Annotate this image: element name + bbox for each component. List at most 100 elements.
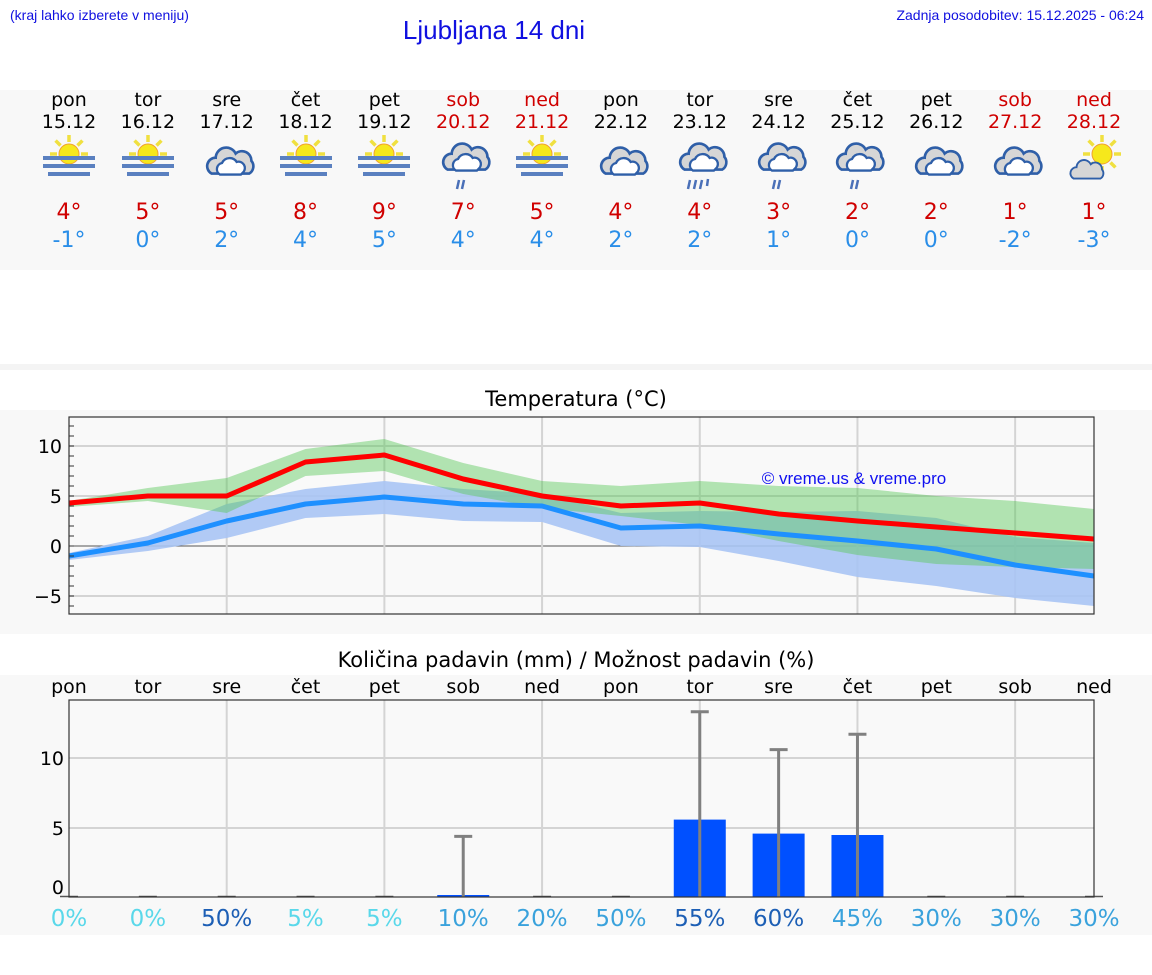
precip-probability-label: 50%: [595, 906, 646, 932]
min-temp: -2°: [998, 228, 1032, 253]
precip-y-tick-label: 0: [52, 877, 64, 899]
cloud-rain-light-icon: [433, 134, 493, 196]
day-name: ned: [524, 89, 560, 111]
cloud-rain-light-icon: [749, 134, 809, 196]
max-temp: 4°: [687, 200, 713, 225]
max-temp: 4°: [56, 200, 82, 225]
min-temp: 2°: [214, 228, 240, 253]
divider: [0, 364, 1152, 370]
precip-day-label: čet: [291, 676, 321, 698]
precip-day-label: sre: [212, 676, 241, 698]
cloud-rain-heavy-icon: [670, 134, 730, 196]
precip-y-tick-label: 10: [40, 748, 64, 770]
daily-forecast-strip: [0, 90, 1152, 270]
max-temp: 5°: [135, 200, 161, 225]
day-name: pet: [920, 89, 952, 111]
day-date: 17.12: [199, 111, 254, 133]
max-temp: 8°: [293, 200, 319, 225]
precip-day-label: sob: [446, 676, 480, 698]
day-name: pet: [368, 89, 400, 111]
day-date: 23.12: [672, 111, 727, 133]
min-temp-line: [68, 494, 1095, 579]
sun-fog-icon: [354, 134, 414, 196]
precip-probability-label: 10%: [438, 906, 489, 932]
precip-probability-label: 45%: [832, 906, 883, 932]
min-temp: -1°: [52, 228, 86, 253]
max-temp: 5°: [214, 200, 240, 225]
min-temp: 2°: [608, 228, 634, 253]
min-temp: 1°: [766, 228, 792, 253]
day-date: 20.12: [436, 111, 491, 133]
day-name: čet: [842, 89, 873, 111]
precip-day-label: čet: [843, 676, 873, 698]
min-temp-range-band: [69, 481, 1094, 606]
precip-day-label: ned: [1076, 676, 1112, 698]
day-name: sre: [764, 89, 794, 111]
precip-day-label: tor: [686, 676, 713, 698]
day-name: tor: [134, 89, 162, 111]
precip-day-label: tor: [134, 676, 161, 698]
precip-probability-label: 5%: [366, 906, 403, 932]
day-name: sob: [446, 89, 481, 111]
day-name: čet: [290, 89, 321, 111]
precip-day-label: sre: [764, 676, 793, 698]
precip-probability-label: 0%: [51, 906, 88, 932]
max-temp: 2°: [844, 200, 870, 225]
max-temp: 9°: [371, 200, 397, 225]
day-date: 28.12: [1066, 111, 1122, 133]
day-name: pon: [603, 89, 639, 111]
precip-probability-label: 30%: [911, 906, 962, 932]
sun-fog-icon: [512, 134, 572, 196]
max-temp: 1°: [1002, 200, 1028, 225]
day-date: 22.12: [593, 111, 649, 133]
max-temp: 4°: [608, 200, 634, 225]
max-temp-range-band: [69, 439, 1094, 569]
day-date: 16.12: [120, 111, 176, 133]
precip-day-label: pet: [369, 676, 400, 698]
day-name: pon: [51, 89, 87, 111]
precip-day-label: pet: [921, 676, 952, 698]
precip-probability-label: 60%: [753, 906, 804, 932]
precip-day-label: pon: [51, 676, 87, 698]
day-name: sob: [998, 89, 1032, 111]
day-date: 21.12: [514, 111, 570, 133]
temp-y-tick-label: 0: [50, 536, 62, 558]
min-temp: 0°: [923, 228, 949, 253]
day-date: 26.12: [909, 111, 964, 133]
day-date: 15.12: [41, 111, 97, 133]
day-date: 25.12: [830, 111, 885, 133]
temp-y-tick-label: 10: [38, 436, 62, 458]
cloudy-icon: [985, 134, 1045, 196]
location-hint[interactable]: (kraj lahko izberete v meniju): [10, 7, 189, 23]
precip-probability-label: 50%: [201, 906, 252, 932]
watermark: © vreme.us & vreme.pro: [762, 469, 946, 488]
min-temp: 4°: [529, 228, 555, 253]
precip-probability-label: 20%: [517, 906, 568, 932]
day-date: 27.12: [987, 111, 1043, 133]
precip-probability-label: 0%: [130, 906, 167, 932]
day-date: 18.12: [278, 111, 333, 133]
precip-day-label: sob: [998, 676, 1032, 698]
page-title: Ljubljana 14 dni: [402, 15, 586, 45]
temp-y-tick-label: 5: [50, 486, 62, 508]
max-temp: 7°: [450, 200, 476, 225]
sun-cloud-icon: [1064, 134, 1124, 196]
cloud-rain-light-icon: [827, 134, 887, 196]
precip-probability-label: 30%: [990, 906, 1041, 932]
max-temp-line: [68, 452, 1095, 542]
precip-day-label: pon: [603, 676, 639, 698]
day-name: sre: [212, 89, 242, 111]
cloudy-icon: [591, 134, 651, 196]
min-temp: 5°: [371, 228, 397, 253]
day-name: tor: [686, 89, 714, 111]
precipitation-chart-title: Količina padavin (mm) / Možnost padavin …: [337, 648, 815, 672]
precip-plot-frame: [68, 699, 1095, 898]
precip-probability-label: 30%: [1068, 906, 1119, 932]
sun-fog-icon: [39, 134, 99, 196]
day-name: ned: [1076, 89, 1112, 111]
cloudy-icon: [906, 134, 966, 196]
max-temp: 5°: [529, 200, 555, 225]
precip-probability-label: 55%: [674, 906, 725, 932]
cloudy-icon: [197, 134, 257, 196]
